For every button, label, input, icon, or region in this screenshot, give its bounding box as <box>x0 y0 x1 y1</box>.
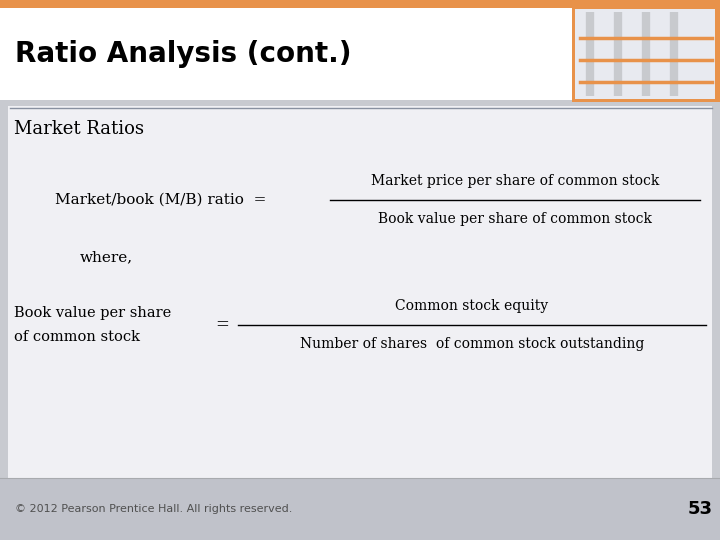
Text: Market price per share of common stock: Market price per share of common stock <box>371 174 660 188</box>
Text: =: = <box>215 316 229 334</box>
Text: Market Ratios: Market Ratios <box>14 120 144 138</box>
Text: Common stock equity: Common stock equity <box>395 299 549 313</box>
FancyBboxPatch shape <box>0 478 720 540</box>
FancyBboxPatch shape <box>8 106 712 478</box>
Text: 53: 53 <box>688 500 713 518</box>
Text: Market/book (M/B) ratio  =: Market/book (M/B) ratio = <box>55 193 266 207</box>
FancyBboxPatch shape <box>572 6 720 102</box>
Text: Number of shares  of common stock outstanding: Number of shares of common stock outstan… <box>300 337 644 351</box>
FancyBboxPatch shape <box>575 9 715 99</box>
Text: Ratio Analysis (cont.): Ratio Analysis (cont.) <box>15 40 351 68</box>
Text: Book value per share: Book value per share <box>14 306 171 320</box>
FancyBboxPatch shape <box>0 0 720 8</box>
FancyBboxPatch shape <box>0 8 720 100</box>
Text: © 2012 Pearson Prentice Hall. All rights reserved.: © 2012 Pearson Prentice Hall. All rights… <box>15 504 292 514</box>
Text: Book value per share of common stock: Book value per share of common stock <box>378 212 652 226</box>
Text: of common stock: of common stock <box>14 330 140 344</box>
Text: where,: where, <box>80 250 133 264</box>
